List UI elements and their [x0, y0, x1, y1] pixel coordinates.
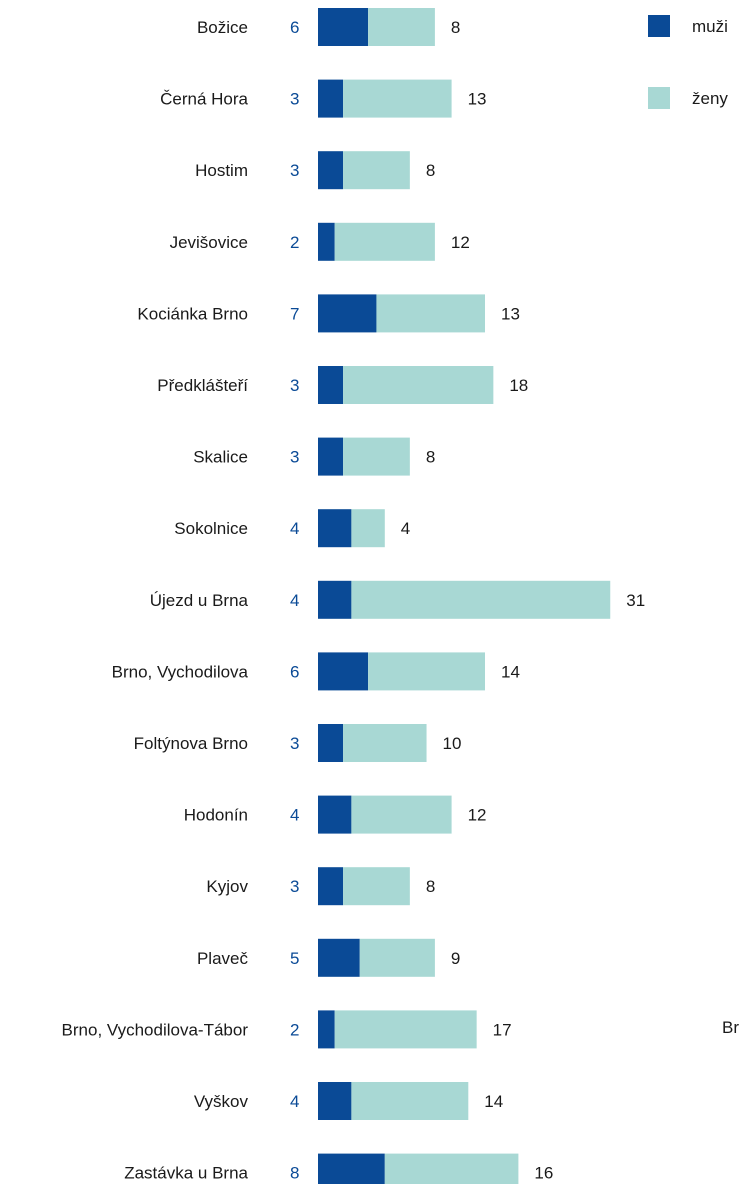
- bar-male: [318, 222, 335, 261]
- bar-male: [318, 938, 360, 977]
- bar-female: [351, 509, 385, 548]
- legend-label: muži: [692, 17, 728, 36]
- bar-female: [343, 437, 410, 476]
- category-label: Brno, Vychodilova: [112, 662, 249, 681]
- female-value-label: 9: [451, 949, 460, 968]
- legend-swatch: [648, 15, 670, 37]
- male-value-label: 4: [290, 519, 299, 538]
- female-value-label: 14: [501, 662, 520, 681]
- bar-female: [334, 1010, 477, 1049]
- bar-female: [359, 938, 435, 977]
- legend: muži ženy: [648, 15, 728, 109]
- male-value-label: 8: [290, 1164, 299, 1183]
- bar-female: [351, 1082, 469, 1120]
- male-value-label: 6: [290, 18, 299, 37]
- female-value-label: 8: [451, 18, 460, 37]
- legend-swatch: [648, 87, 670, 109]
- female-value-label: 14: [484, 1092, 503, 1111]
- bar-male: [318, 1153, 385, 1184]
- category-label: Jevišovice: [170, 233, 248, 252]
- bar-male: [318, 724, 344, 762]
- bar-female: [334, 222, 435, 261]
- bar-female: [368, 8, 435, 46]
- category-label: Kociánka Brno: [137, 304, 248, 323]
- category-label: Hostim: [195, 161, 248, 180]
- male-value-label: 4: [290, 591, 299, 610]
- bar-female: [343, 366, 494, 404]
- bar-female: [343, 724, 427, 762]
- bar-female: [351, 795, 452, 834]
- male-value-label: 3: [290, 376, 299, 395]
- bar-male: [318, 437, 344, 476]
- female-value-label: 17: [493, 1020, 512, 1039]
- female-value-label: 10: [443, 734, 462, 753]
- female-value-label: 8: [426, 161, 435, 180]
- category-label: Vyškov: [194, 1092, 249, 1111]
- category-label: Foltýnova Brno: [134, 734, 248, 753]
- clipped-edge-label: Br: [722, 1018, 739, 1037]
- male-value-label: 3: [290, 448, 299, 467]
- female-value-label: 13: [501, 304, 520, 323]
- category-label: Plaveč: [197, 949, 249, 968]
- female-value-label: 8: [426, 877, 435, 896]
- male-value-label: 3: [290, 734, 299, 753]
- female-value-label: 18: [509, 376, 528, 395]
- bar-male: [318, 509, 352, 548]
- bar-female: [343, 867, 410, 906]
- female-value-label: 16: [534, 1164, 553, 1183]
- legend-label: ženy: [692, 89, 728, 108]
- bar-female: [343, 79, 452, 118]
- category-label: Předklášteří: [157, 376, 248, 395]
- category-label: Kyjov: [206, 877, 248, 896]
- female-value-label: 31: [626, 591, 645, 610]
- female-value-label: 12: [451, 233, 470, 252]
- male-value-label: 4: [290, 1092, 299, 1111]
- male-value-label: 3: [290, 161, 299, 180]
- bar-female: [384, 1153, 519, 1184]
- category-label: Božice: [197, 18, 248, 37]
- bar-male: [318, 795, 352, 834]
- category-label: Hodonín: [184, 806, 248, 825]
- category-label: Skalice: [193, 448, 248, 467]
- male-value-label: 2: [290, 1020, 299, 1039]
- bar-male: [318, 151, 344, 190]
- male-value-label: 3: [290, 877, 299, 896]
- bar-male: [318, 580, 352, 619]
- male-value-label: 6: [290, 662, 299, 681]
- bar-male: [318, 1082, 352, 1120]
- male-value-label: 4: [290, 806, 299, 825]
- female-value-label: 13: [468, 90, 487, 109]
- category-label: Újezd u Brna: [150, 591, 249, 610]
- bar-male: [318, 366, 344, 404]
- bar-male: [318, 652, 369, 691]
- bar-female: [376, 294, 485, 333]
- bar-male: [318, 867, 344, 906]
- bar-female: [343, 151, 410, 190]
- bar-female: [368, 652, 485, 691]
- bar-female: [351, 580, 611, 619]
- category-label: Zastávka u Brna: [124, 1164, 248, 1183]
- category-label: Černá Hora: [160, 90, 248, 109]
- male-value-label: 3: [290, 90, 299, 109]
- female-value-label: 4: [401, 519, 410, 538]
- bar-male: [318, 79, 344, 118]
- male-value-label: 2: [290, 233, 299, 252]
- category-label: Brno, Vychodilova-Tábor: [62, 1020, 249, 1039]
- bar-male: [318, 8, 369, 46]
- bar-male: [318, 1010, 335, 1049]
- category-label: Sokolnice: [174, 519, 248, 538]
- female-value-label: 12: [468, 806, 487, 825]
- male-value-label: 7: [290, 304, 299, 323]
- female-value-label: 8: [426, 448, 435, 467]
- bar-male: [318, 294, 377, 333]
- male-value-label: 5: [290, 949, 299, 968]
